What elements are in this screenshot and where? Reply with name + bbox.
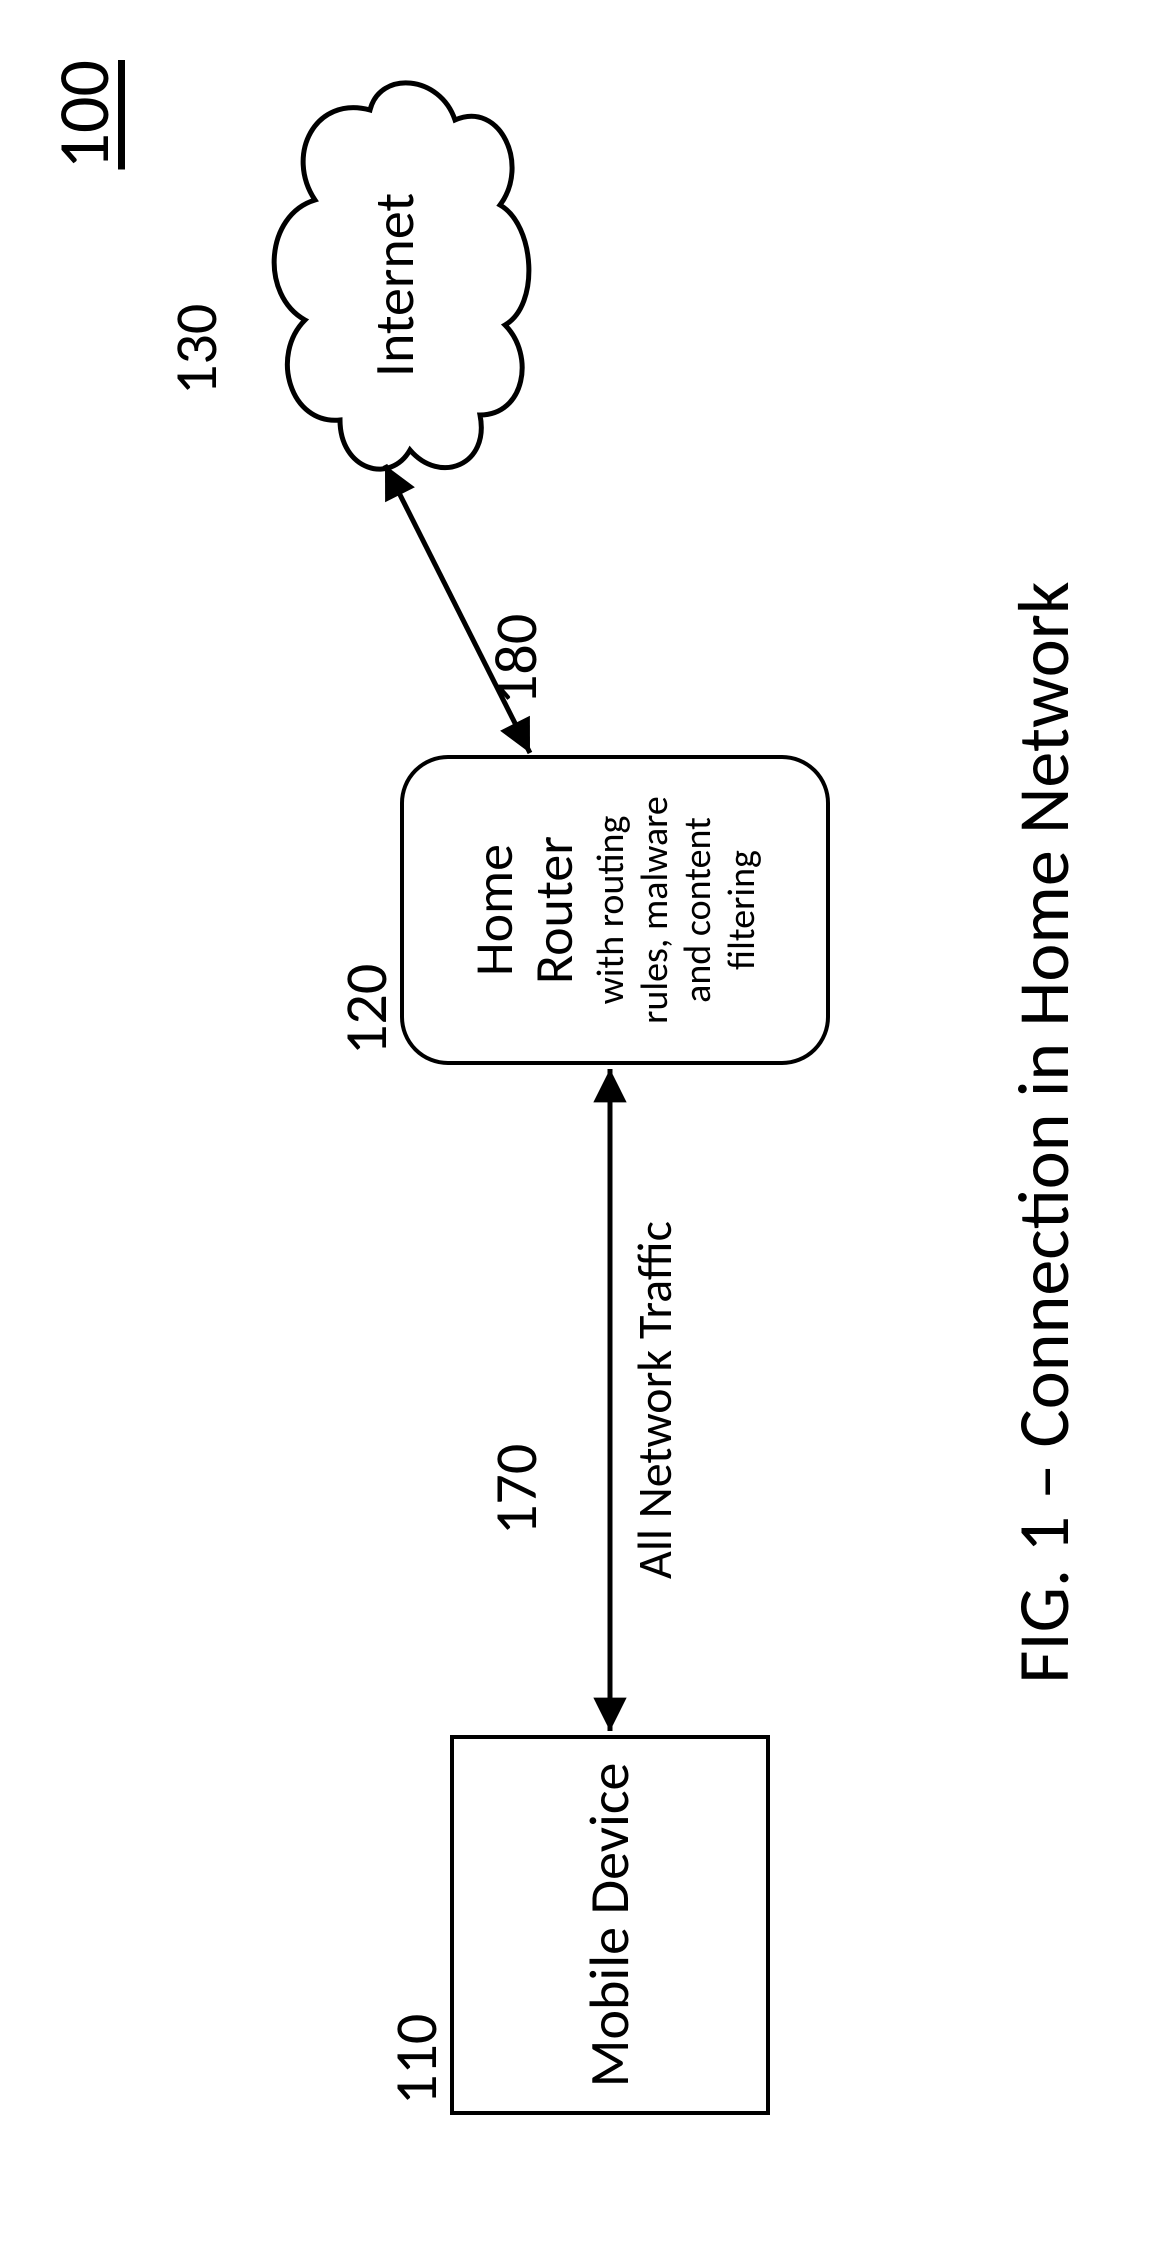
diagram-stage: 100 110 Mobile Device 120 Home Router wi… <box>0 0 1158 2265</box>
figure-caption: FIG. 1 – Connection in Home Network <box>1000 0 1088 2265</box>
page: 100 110 Mobile Device 120 Home Router wi… <box>0 0 1158 2265</box>
edge-180-arrow <box>0 0 1158 2265</box>
